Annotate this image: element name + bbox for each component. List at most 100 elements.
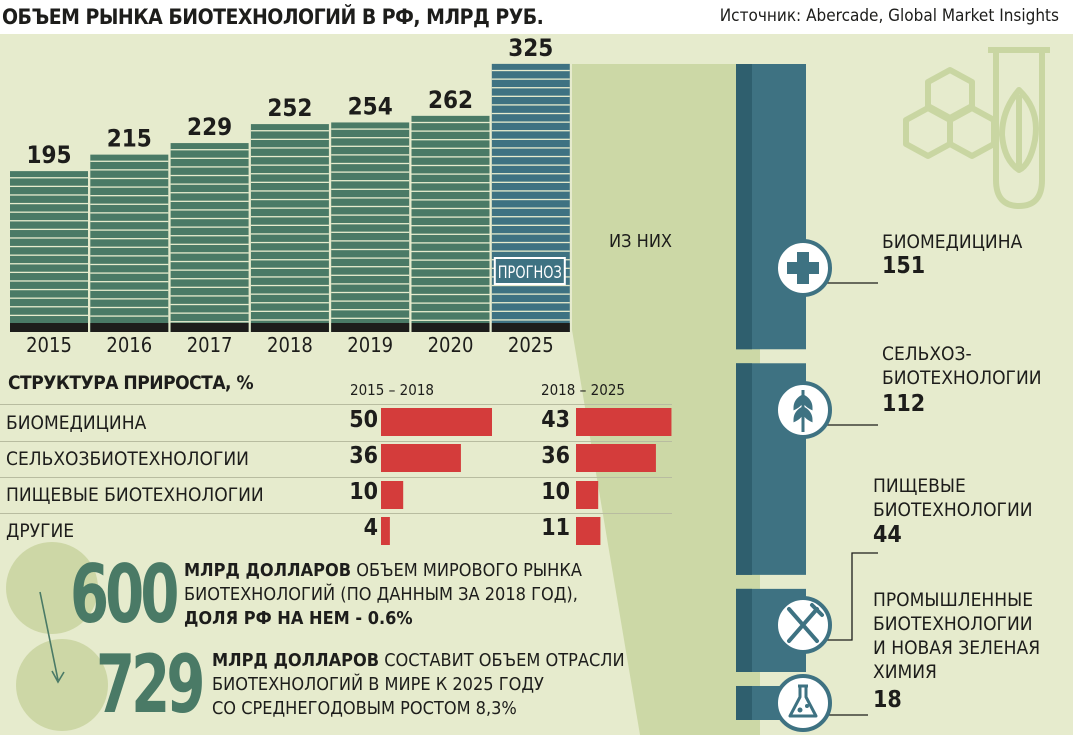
bar-stripe (411, 199, 490, 201)
bar-stripe (250, 198, 329, 201)
bar-stripe (331, 214, 410, 216)
flask-bubble (797, 707, 803, 713)
bar-stripe (491, 207, 570, 209)
bar-stripe (90, 306, 169, 309)
world-note-2a: МЛРД ДОЛЛАРОВ СОСТАВИТ ОБЪЕМ ОТРАСЛИ (212, 649, 625, 673)
bar-stripe (491, 69, 570, 72)
row-divider (0, 477, 672, 478)
bar-stripe (411, 293, 490, 296)
bar-stripe (331, 223, 410, 225)
bar-stripe (10, 271, 88, 274)
bar-stripe (250, 310, 329, 312)
world-note-bold-1: МЛРД ДОЛЛАРОВ (184, 560, 352, 581)
bar-stripe (411, 225, 490, 227)
bar-stripe (411, 233, 490, 235)
bar (250, 124, 329, 332)
row-divider (0, 404, 672, 405)
bar-stripe (90, 298, 169, 300)
sector-name: БИОТЕХНОЛОГИИ (882, 367, 1042, 389)
structure-title: СТРУКТУРА ПРИРОСТА, % (8, 372, 254, 394)
tick-label: 2020 (428, 333, 474, 357)
bar-stripe (250, 241, 329, 244)
bar-stripe (10, 177, 88, 179)
bar-stripe (250, 284, 329, 287)
bar-stripe (90, 160, 169, 162)
tick-label: 2015 (26, 333, 72, 357)
page-title: ОБЪЕМ РЫНКА БИОТЕХНОЛОГИЙ В РФ, МЛРД РУБ… (2, 5, 544, 29)
data-label: 254 (348, 92, 393, 120)
bar-shade (736, 685, 752, 720)
bar-base (411, 323, 490, 332)
bar (411, 115, 490, 332)
bar-stripe (170, 149, 249, 151)
bar-stripe (491, 95, 570, 97)
bar-base (331, 323, 410, 332)
bar-stripe (411, 268, 490, 270)
period-label-1: 2015 – 2018 (350, 381, 434, 399)
sector-value: 18 (873, 687, 902, 713)
bar (10, 171, 88, 332)
bar-stripe (170, 174, 249, 177)
bar-stripe (491, 104, 570, 106)
bar-stripe (170, 157, 249, 159)
bar-base (90, 323, 169, 332)
bar-stripe (250, 276, 329, 278)
bar (381, 408, 492, 436)
bar-stripe (331, 309, 410, 311)
bar-stripe (331, 266, 410, 268)
bar-stripe (331, 162, 410, 165)
bar-stripe (90, 212, 169, 214)
bar-stripe (170, 226, 249, 228)
bar-stripe (411, 319, 490, 321)
bar-stripe (331, 154, 410, 156)
bar-stripe (170, 295, 249, 297)
bar-shade (736, 588, 752, 672)
bar-stripe (331, 128, 410, 130)
bar-stripe (90, 289, 169, 291)
bar-stripe (411, 207, 490, 210)
bar-stripe (411, 276, 490, 278)
world-note-1a: МЛРД ДОЛЛАРОВ ОБЪЕМ МИРОВОГО РЫНКА (184, 559, 582, 583)
sector-name: БИОМЕДИЦИНА (882, 231, 1023, 253)
bar-stripe (170, 303, 249, 306)
value-label: 4 (363, 515, 378, 541)
fork-knife-icon (787, 603, 824, 643)
category-label: СЕЛЬХОЗБИОТЕХНОЛОГИИ (6, 448, 249, 470)
world-big-number-1: 600 (70, 548, 179, 641)
bar-stripe (491, 224, 570, 226)
light-wedge (572, 64, 760, 735)
category-label: ПИЩЕВЫЕ БИОТЕХНОЛОГИИ (6, 484, 264, 506)
bar (576, 481, 599, 509)
bar-stripe (331, 137, 410, 139)
tick-label: 2017 (187, 333, 233, 357)
bar-stripe (10, 228, 88, 231)
bar-stripe (10, 306, 88, 308)
bar-stripe (10, 314, 88, 317)
bar-stripe (491, 78, 570, 80)
bar-stripe (411, 190, 490, 192)
bar-stripe (411, 121, 490, 124)
bar-stripe (250, 164, 329, 166)
bar-stripe (250, 190, 329, 192)
sector-name: БИОТЕХНОЛОГИИ (873, 613, 1033, 635)
bar-stripe (331, 205, 410, 208)
bar-stripe (331, 257, 410, 259)
forecast-label: ПРОГНОЗ (498, 263, 562, 283)
bar-stripe (331, 274, 410, 276)
row-divider (0, 441, 672, 442)
bar-stripe (331, 317, 410, 319)
bar-stripe (411, 216, 490, 218)
sector-name: СЕЛЬХОЗ- (882, 343, 972, 365)
bar-stripe (491, 302, 570, 304)
sector-name: ПРОМЫШЛЕННЫЕ (873, 589, 1033, 611)
sector-name: И НОВАЯ ЗЕЛЕНАЯ (873, 637, 1041, 659)
bar-shade (736, 64, 752, 350)
bar-stripe (10, 194, 88, 196)
bar-stripe (491, 198, 570, 201)
bar-stripe (491, 112, 570, 115)
bar-stripe (250, 155, 329, 158)
world-big-number-2: 729 (96, 638, 205, 731)
bar-stripe (90, 186, 169, 188)
sector-name: БИОТЕХНОЛОГИИ (873, 499, 1033, 521)
bar-stripe (90, 203, 169, 205)
